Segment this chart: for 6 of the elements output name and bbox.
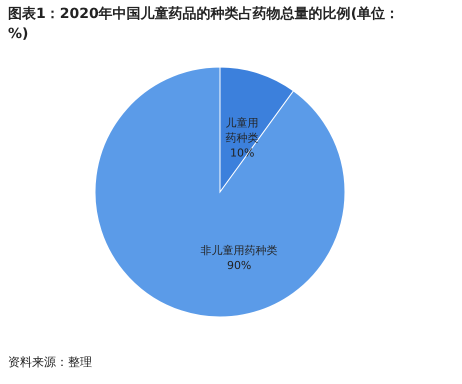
chart-title: 图表1：2020年中国儿童药品的种类占药物总量的比例(单位：%) bbox=[8, 4, 400, 44]
data-label: 90% bbox=[226, 258, 252, 272]
slice-label: 非儿童用药种类 bbox=[200, 244, 278, 257]
pie-slice bbox=[94, 66, 346, 318]
slice-label: 儿童用药种类 bbox=[226, 116, 259, 145]
text: 资料来源：整理 bbox=[8, 354, 92, 371]
